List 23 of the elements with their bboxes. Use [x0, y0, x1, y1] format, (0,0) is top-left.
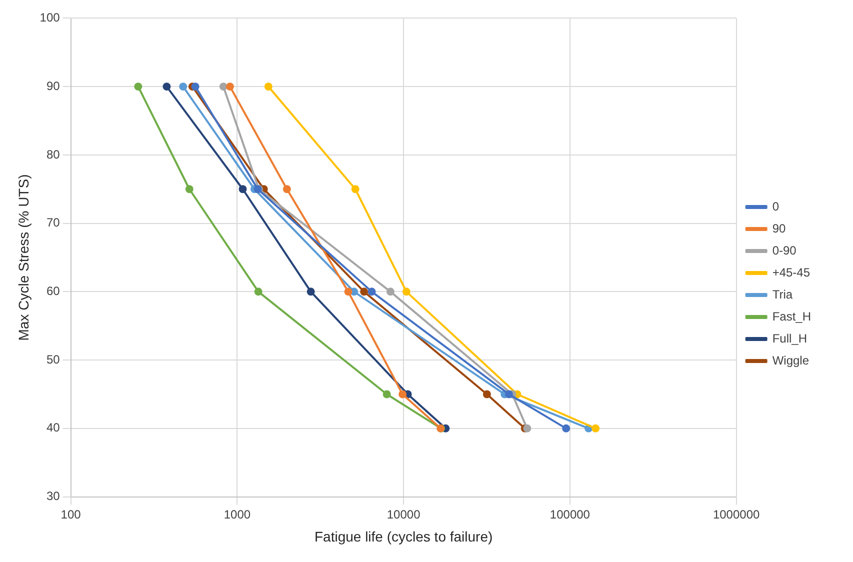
- y-axis-title: Max Cycle Stress (% UTS): [15, 174, 32, 341]
- legend-label: Wiggle: [772, 353, 810, 368]
- y-tick-label: 100: [40, 10, 60, 25]
- x-tick-label: 1000000: [712, 507, 760, 522]
- x-tick-label: 1000: [224, 507, 251, 522]
- x-tick-label: 100: [60, 507, 82, 522]
- legend-label: +45-45: [772, 265, 810, 280]
- legend-label: 90: [772, 221, 786, 236]
- legend-label: Fast_H: [772, 309, 812, 324]
- y-tick-label: 70: [46, 216, 60, 230]
- y-tick-label: 50: [46, 352, 60, 366]
- legend-label: Full_H: [772, 331, 808, 346]
- y-tick-label: 60: [46, 284, 60, 298]
- x-tick-label: 100000: [550, 507, 590, 522]
- legend-label: Tria: [772, 287, 793, 302]
- x-tick-label: 10000: [386, 507, 421, 522]
- y-tick-label: 30: [46, 489, 60, 504]
- legend-label: 0-90: [772, 243, 797, 258]
- legend-label: 0: [772, 199, 780, 214]
- y-tick-label: 40: [46, 420, 60, 435]
- x-axis-title: Fatigue life (cycles to failure): [314, 528, 493, 544]
- y-tick-label: 90: [46, 78, 60, 93]
- y-tick-label: 80: [46, 147, 60, 162]
